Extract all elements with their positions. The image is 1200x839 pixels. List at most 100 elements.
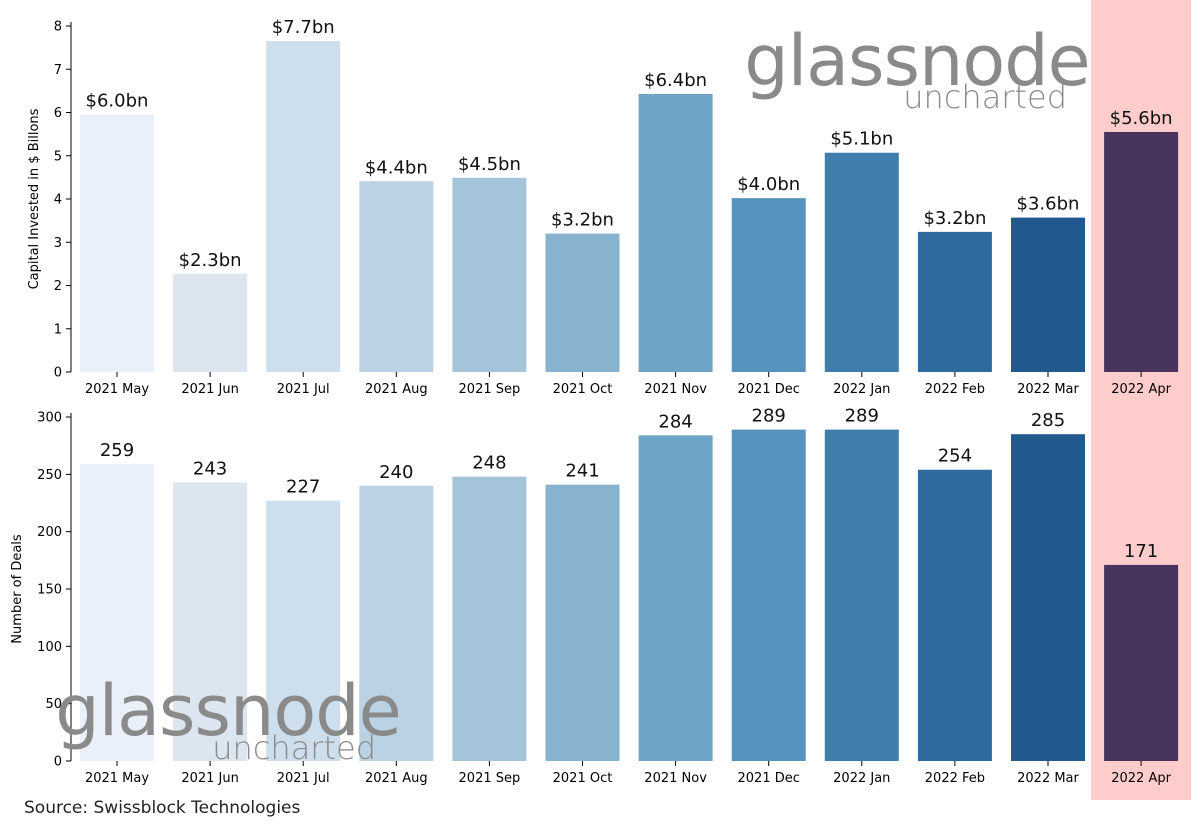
y-tick-label: 8 [54,20,62,35]
y-tick-label: 6 [54,106,62,121]
y-tick-label: 150 [37,583,62,598]
x-tick-label-2021-nov: 2021 Nov [644,771,707,786]
glassnode-logo-top: glassnode uncharted [744,20,1090,116]
data-label-2021-may: 259 [100,440,134,461]
bar-2021-jun [173,273,248,372]
data-label-2021-aug: $4.4bn [365,157,428,178]
y-tick-label: 200 [37,525,62,540]
x-tick-label-2022-apr: 2022 Apr [1111,771,1171,786]
y-tick-label: 100 [37,640,62,655]
data-label-2022-apr: 171 [1124,541,1158,562]
x-tick-label-2021-jun: 2021 Jun [181,771,239,786]
bar-2022-jan [824,429,899,761]
x-tick-label-2022-jan: 2022 Jan [833,771,890,786]
bar-2021-aug [359,485,434,761]
x-tick-label-2021-sep: 2021 Sep [459,771,521,786]
bar-2022-jan [824,152,899,372]
y-tick-label: 3 [54,236,62,251]
x-tick-label-2022-jan: 2022 Jan [833,382,890,397]
data-label-2022-jan: $5.1bn [830,129,893,150]
data-label-2022-jan: 289 [845,406,879,427]
data-label-2021-may: $6.0bn [86,91,149,112]
x-tick-label-2021-jun: 2021 Jun [181,382,239,397]
bar-2021-may [80,114,154,372]
y-tick-label: 1 [54,322,62,337]
x-tick-label-2021-jul: 2021 Jul [277,382,330,397]
data-label-2021-nov: $6.4bn [644,70,707,91]
x-tick-label-2021-dec: 2021 Dec [738,771,800,786]
bar-2021-aug [359,181,434,372]
deal-count-panel: 259 243 227 240 248 241 284 289 289 254 285 171 0 50 1… [10,406,1179,786]
bar-2022-feb [917,469,992,761]
data-label-2021-oct: 241 [565,461,599,482]
bar-2022-mar [1011,217,1085,372]
data-label-2021-jul: $7.7bn [272,17,335,38]
bar-2021-oct [545,233,620,372]
x-tick-label-2021-nov: 2021 Nov [644,382,707,397]
data-label-2021-nov: 284 [658,411,692,432]
bar-2021-dec [731,429,806,761]
bar-2022-apr [1104,131,1179,372]
y-tick-label: 7 [54,63,62,78]
y-tick-label: 50 [45,697,62,712]
y-tick-label: 4 [54,193,62,208]
y-tick-label: 2 [54,279,62,294]
y-tick-label: 0 [54,755,62,770]
bar-2021-oct [545,484,620,761]
x-tick-label-2021-jul: 2021 Jul [277,771,330,786]
data-label-2021-sep: 248 [472,453,506,474]
x-tick-label-2021-dec: 2021 Dec [738,382,800,397]
y-tick-label: 0 [54,366,62,381]
data-label-2021-jun: $2.3bn [179,250,242,271]
data-label-2022-mar: $3.6bn [1017,194,1080,215]
data-label-2022-mar: 285 [1031,410,1065,431]
data-label-2021-dec: 289 [752,406,786,427]
x-tick-label-2022-feb: 2022 Feb [925,771,985,786]
bar-2021-nov [638,435,713,761]
x-tick-label-2022-mar: 2022 Mar [1017,382,1079,397]
x-tick-label-2022-mar: 2022 Mar [1017,771,1079,786]
bar-2021-may [80,464,154,761]
x-tick-label-2021-may: 2021 May [85,771,149,786]
x-tick-label-2021-aug: 2021 Aug [365,771,428,786]
data-label-2021-dec: $4.0bn [737,174,800,195]
data-label-2021-aug: 240 [379,462,413,483]
bar-2021-jun [173,482,248,761]
bar-2022-feb [917,231,992,372]
y-axis-label: Capital Invested in $ Billons [27,108,42,289]
data-label-2021-jun: 243 [193,458,227,479]
data-label-2021-jul: 227 [286,477,320,498]
x-tick-label-2021-may: 2021 May [85,382,149,397]
data-label-2021-oct: $3.2bn [551,210,614,231]
bar-2022-apr [1104,564,1179,761]
y-tick-label: 300 [37,411,62,426]
bar-2021-sep [452,177,527,372]
bar-2022-mar [1011,434,1085,761]
capital-invested-panel: $6.0bn $2.3bn $7.7bn $4.4bn $4.5bn $3.2bn $6.4… [27,17,1179,397]
glassnode-logo-bottom: glassnode uncharted [55,670,401,767]
data-label-2022-feb: $3.2bn [923,208,986,229]
x-tick-label-2022-apr: 2022 Apr [1111,382,1171,397]
data-label-2022-feb: 254 [938,446,972,467]
bar-2021-nov [638,93,713,372]
bar-2021-sep [452,476,527,761]
data-label-2021-sep: $4.5bn [458,154,521,175]
bar-2021-jul [266,500,341,761]
logo-subtitle: uncharted [212,729,376,767]
y-tick-label: 250 [37,468,62,483]
x-tick-label-2021-aug: 2021 Aug [365,382,428,397]
logo-subtitle: uncharted [903,78,1067,116]
data-label-2022-apr: $5.6bn [1110,108,1173,129]
source-note: Source: Swissblock Technologies [24,798,301,818]
bar-2021-dec [731,198,806,372]
x-tick-label-2022-feb: 2022 Feb [925,382,985,397]
x-tick-label-2021-oct: 2021 Oct [553,771,613,786]
y-tick-label: 5 [54,149,62,164]
x-tick-label-2021-oct: 2021 Oct [553,382,613,397]
x-tick-label-2021-sep: 2021 Sep [459,382,521,397]
bar-2021-jul [266,41,341,372]
logo-wordmark: glassnode [744,20,1089,102]
logo-wordmark: glassnode [55,670,400,752]
y-axis-label: Number of Deals [10,534,25,644]
